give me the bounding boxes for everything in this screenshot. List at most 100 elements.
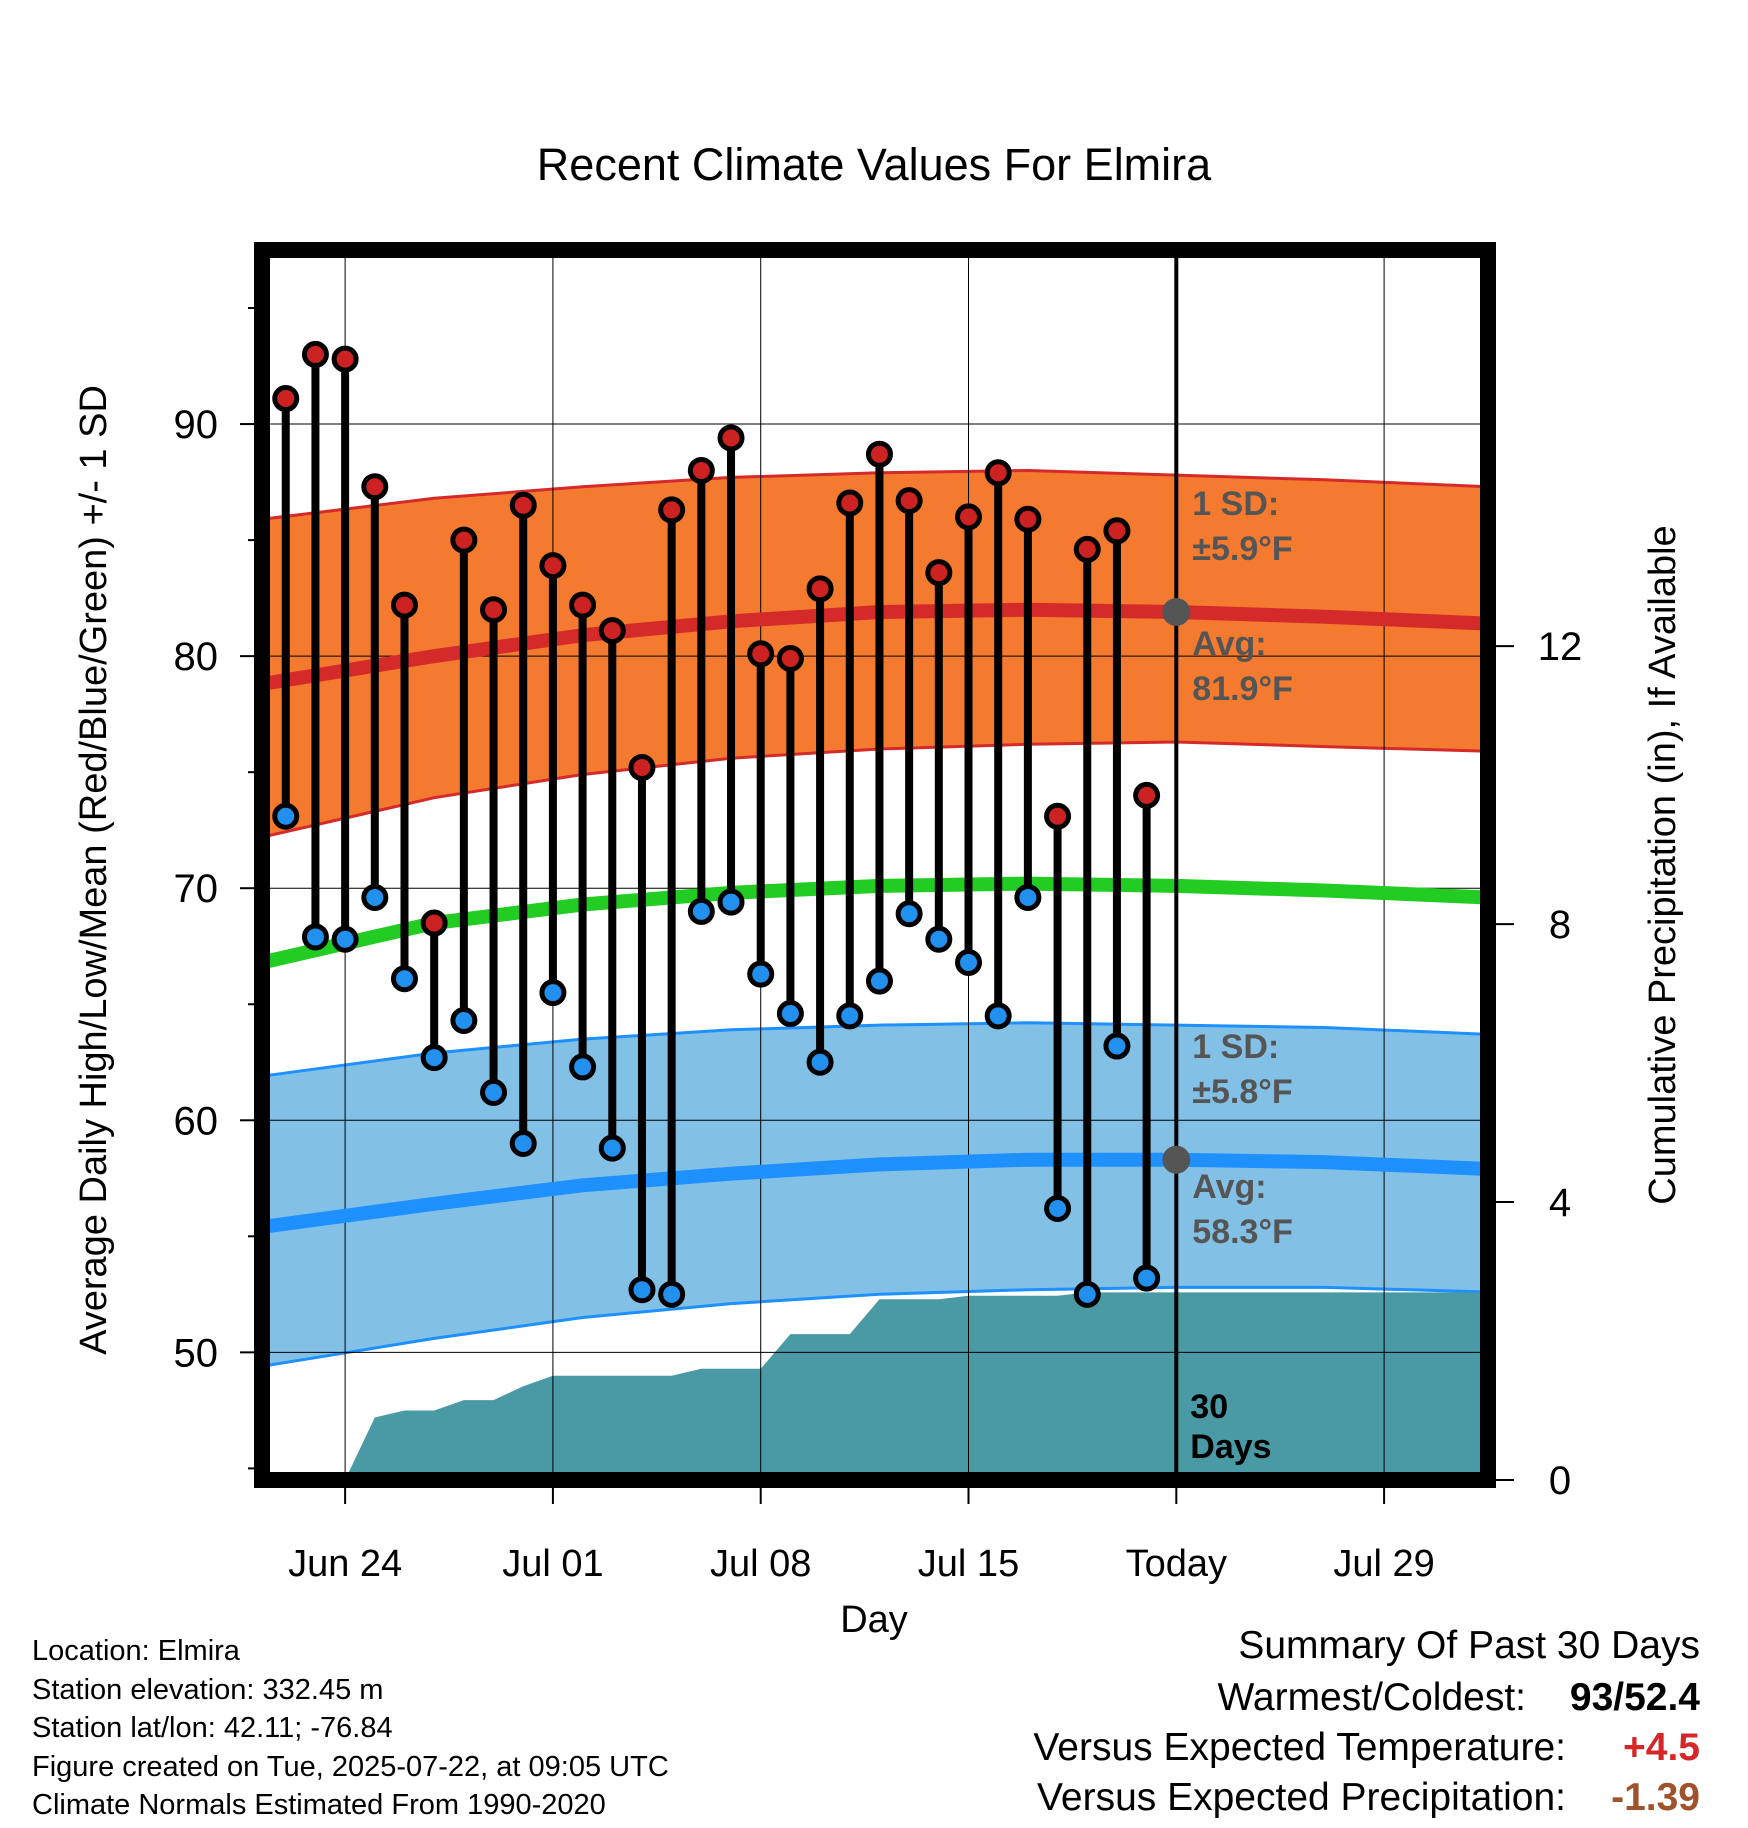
precip-label: Versus Expected Precipitation:: [1037, 1776, 1566, 1819]
daily-low-point: [865, 967, 893, 995]
station-info: Location: Elmira Station elevation: 332.…: [32, 1632, 669, 1825]
precip-value: -1.39: [1611, 1776, 1700, 1819]
y-tick-label: 60: [174, 1099, 219, 1143]
summary-title: Summary Of Past 30 Days: [1238, 1624, 1700, 1667]
y2-axis-label: Cumulative Precipitation (in), If Availa…: [1642, 525, 1684, 1204]
chart-title: Recent Climate Values For Elmira: [537, 139, 1212, 190]
daily-low-point: [598, 1134, 626, 1162]
high-avg-value: 81.9°F: [1192, 670, 1293, 708]
daily-high-point: [1133, 781, 1161, 809]
temp-value: +4.5: [1623, 1726, 1700, 1769]
low-sd-value: ±5.8°F: [1192, 1073, 1292, 1111]
daily-low-point: [776, 1000, 804, 1028]
high-low-bars: [272, 340, 1161, 1308]
daily-high-point: [480, 596, 508, 624]
daily-high-point: [984, 459, 1012, 487]
daily-low-point: [361, 883, 389, 911]
daily-low-point: [806, 1048, 834, 1076]
daily-low-point: [420, 1044, 448, 1072]
y-tick-label: 90: [174, 403, 219, 447]
daily-high-point: [955, 503, 983, 531]
y2-tick-label: 12: [1538, 625, 1583, 669]
today-low-avg-dot: [1162, 1145, 1191, 1174]
low-avg-line: [261, 1152, 1489, 1234]
low-sd-lower-line: [261, 1285, 1489, 1368]
precipitation-area: [345, 1292, 1489, 1480]
daily-low-point: [984, 1002, 1012, 1030]
daily-low-point: [1014, 883, 1042, 911]
daily-high-point: [331, 345, 359, 373]
daily-high-point: [895, 487, 923, 515]
warmest-label: Warmest/Coldest:: [1217, 1676, 1526, 1719]
daily-low-point: [272, 802, 300, 830]
daily-high-point: [717, 424, 745, 452]
summary-panel: Summary Of Past 30 Days Warmest/Coldest:…: [800, 1624, 1700, 1826]
low-sd-label: 1 SD:: [1192, 1028, 1279, 1066]
plot-frame: [254, 242, 1496, 1488]
daily-high-point: [925, 559, 953, 587]
daily-high-point: [865, 440, 893, 468]
low-avg-value: 58.3°F: [1192, 1213, 1293, 1251]
y-tick-label: 80: [174, 635, 219, 679]
y2-tick-label: 4: [1549, 1181, 1571, 1225]
daily-low-point: [480, 1078, 508, 1106]
daily-high-point: [598, 617, 626, 645]
daily-low-point: [509, 1129, 537, 1157]
daily-high-point: [658, 496, 686, 524]
daily-high-point: [747, 640, 775, 668]
x-tick-label: Jul 15: [918, 1543, 1019, 1585]
x-tick-label: Jun 24: [288, 1543, 402, 1585]
daily-low-point: [895, 900, 923, 928]
daily-low-point: [687, 897, 715, 925]
precipitation-fill: [345, 1292, 1489, 1480]
daily-high-point: [687, 456, 715, 484]
created-text: Figure created on Tue, 2025-07-22, at 09…: [32, 1750, 669, 1783]
x-tick-label: Jul 01: [502, 1543, 603, 1585]
daily-low-point: [1073, 1280, 1101, 1308]
daily-high-point: [569, 591, 597, 619]
daily-low-point: [331, 925, 359, 953]
y-axis-label: Average Daily High/Low/Mean (Red/Blue/Gr…: [73, 385, 115, 1355]
high-avg-label: Avg:: [1192, 625, 1266, 663]
x-axis-label: Day: [840, 1599, 908, 1641]
y-tick-label: 50: [174, 1331, 219, 1375]
daily-low-point: [628, 1276, 656, 1304]
daily-low-point: [301, 923, 329, 951]
daily-high-point: [272, 385, 300, 413]
axes: 50 60 70 80 90 0 4 8 12 Jun 24 Jul 01 Jul 08 Jul 15 T…: [174, 242, 1583, 1585]
daily-low-point: [569, 1053, 597, 1081]
today-days-number: 30: [1190, 1388, 1228, 1426]
daily-high-point: [420, 909, 448, 937]
warmest-value: 93/52.4: [1569, 1676, 1700, 1719]
normals-text: Climate Normals Estimated From 1990-2020: [32, 1789, 606, 1821]
daily-low-point: [390, 965, 418, 993]
daily-high-point: [539, 552, 567, 580]
y-tick-label: 70: [174, 867, 219, 911]
daily-low-point: [539, 979, 567, 1007]
daily-low-point: [1133, 1264, 1161, 1292]
y2-tick-label: 8: [1549, 903, 1571, 947]
low-sd-band: [262, 1022, 1488, 1367]
daily-high-point: [301, 340, 329, 368]
daily-low-point: [1103, 1032, 1131, 1060]
location-text: Location: Elmira: [32, 1635, 240, 1667]
x-tick-label: Jul 29: [1333, 1543, 1434, 1585]
daily-high-point: [776, 644, 804, 672]
annotations: 1 SD: ±5.9°F Avg: 81.9°F 1 SD: ±5.8°F Avg: 58.3…: [1192, 485, 1293, 1251]
daily-low-point: [836, 1002, 864, 1030]
daily-high-point: [1014, 505, 1042, 533]
x-tick-label: Today: [1126, 1543, 1227, 1585]
daily-high-point: [509, 491, 537, 519]
daily-high-point: [390, 591, 418, 619]
daily-low-point: [1044, 1194, 1072, 1222]
daily-high-point: [1103, 517, 1131, 545]
elevation-text: Station elevation: 332.45 m: [32, 1673, 384, 1706]
latlon-text: Station lat/lon: 42.11; -76.84: [32, 1712, 393, 1744]
high-sd-value: ±5.9°F: [1192, 530, 1292, 568]
daily-low-point: [658, 1280, 686, 1308]
low-avg-label: Avg:: [1192, 1168, 1266, 1206]
daily-high-point: [450, 526, 478, 554]
y2-tick-label: 0: [1549, 1459, 1571, 1503]
daily-high-point: [836, 489, 864, 517]
